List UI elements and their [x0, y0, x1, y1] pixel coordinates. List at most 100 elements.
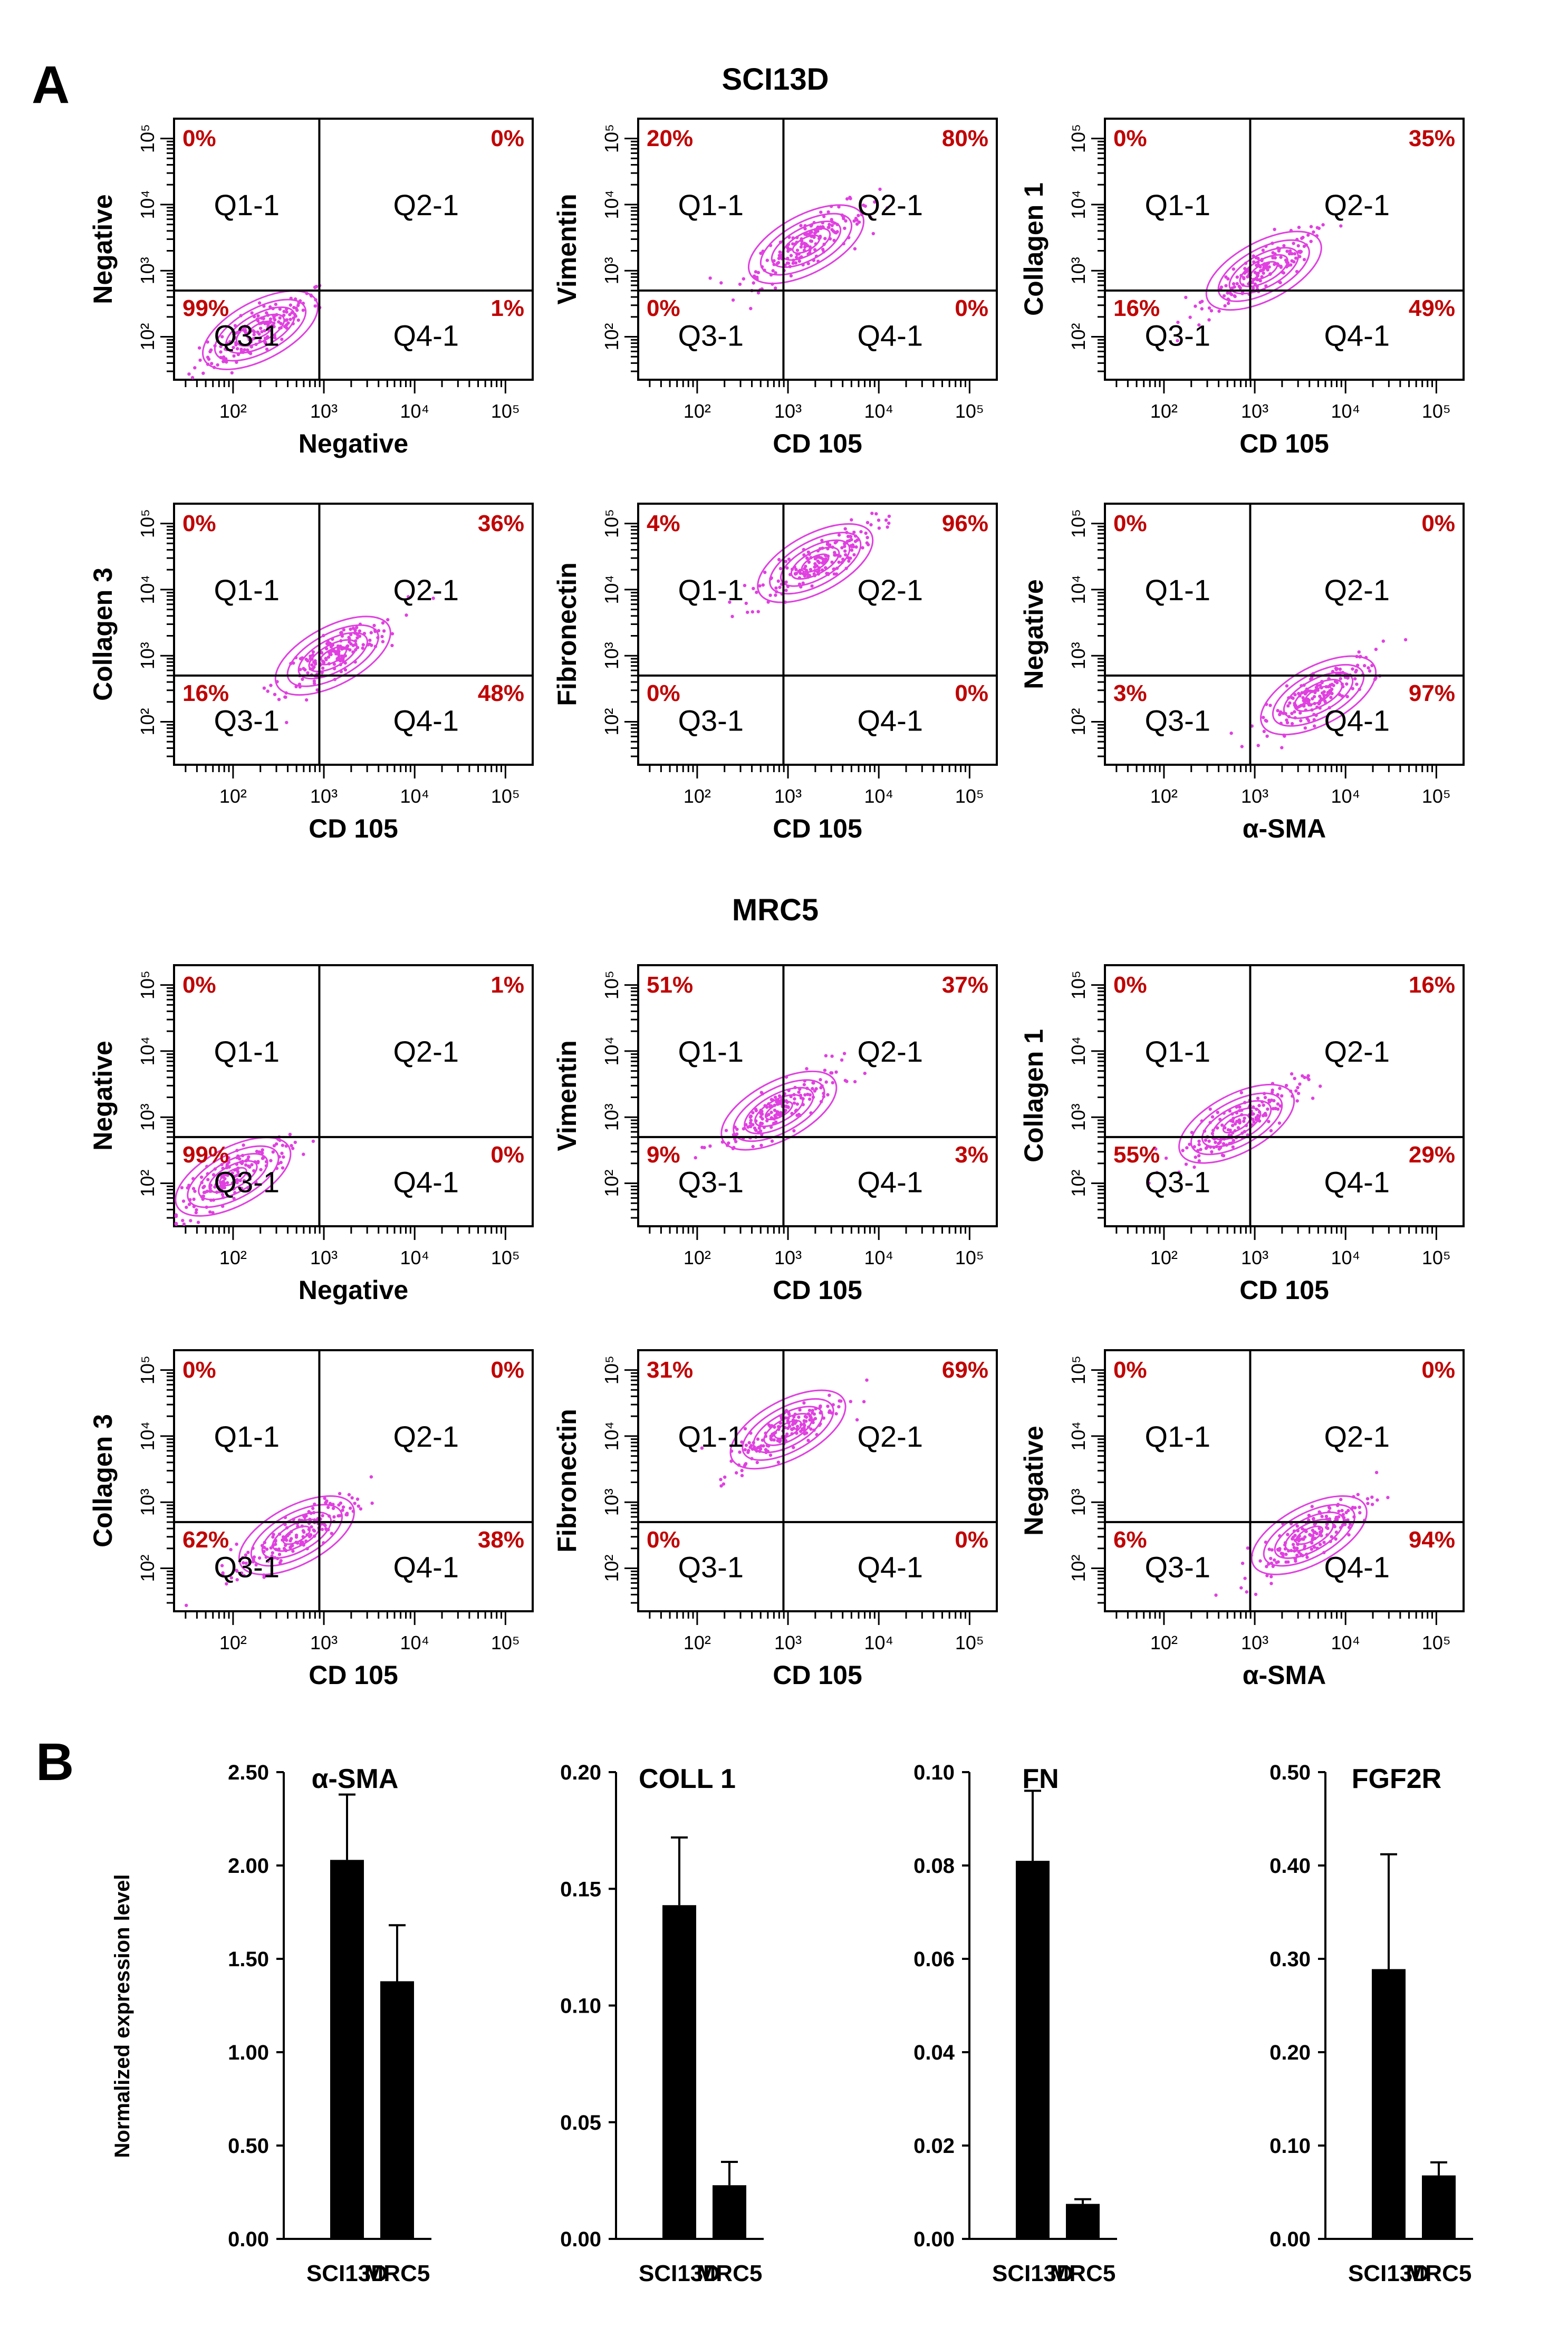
event-dot — [794, 572, 799, 575]
event-dot — [301, 309, 305, 312]
event-dot — [752, 281, 755, 285]
event-dot — [285, 720, 288, 725]
plot-frame — [637, 964, 998, 1227]
event-dot — [1267, 1547, 1271, 1551]
event-dot — [357, 1504, 360, 1508]
event-dot — [1253, 271, 1257, 274]
event-dot — [1286, 704, 1290, 708]
event-dot — [1293, 693, 1297, 697]
event-dot — [1341, 1513, 1345, 1516]
event-dot — [756, 291, 761, 295]
event-dot — [787, 1425, 792, 1428]
x-axis-title: CD 105 — [309, 1660, 398, 1690]
x-tick-label: 10⁵ — [955, 400, 984, 422]
event-dot — [759, 1091, 764, 1094]
x-axis-title: CD 105 — [773, 1275, 862, 1305]
y-tick-label: 0.20 — [1269, 2041, 1311, 2064]
x-tick-label: 10³ — [310, 400, 338, 422]
y-axis-ticks — [1091, 523, 1105, 757]
y-tick-label: 10⁴ — [601, 1036, 622, 1066]
event-dot — [809, 239, 813, 243]
event-dot — [1345, 682, 1349, 686]
event-dot — [1290, 711, 1294, 715]
event-dot — [841, 557, 845, 561]
event-dot — [266, 322, 270, 326]
event-dot — [304, 1514, 308, 1518]
event-dot — [1197, 1143, 1201, 1147]
event-dot — [1306, 233, 1310, 237]
event-dot — [1329, 696, 1333, 699]
x-tick-label: 10² — [684, 400, 711, 422]
event-dot — [784, 1109, 787, 1112]
event-dot — [312, 679, 316, 683]
event-dot — [350, 1496, 354, 1500]
density-contour — [235, 313, 285, 347]
event-dot — [1252, 1120, 1256, 1124]
event-dot — [1266, 1107, 1269, 1111]
event-dot — [757, 1445, 761, 1449]
density-contour — [1263, 1504, 1356, 1567]
event-dot — [260, 1150, 264, 1154]
y-tick-label: 10² — [137, 323, 158, 351]
plot-frame — [637, 503, 998, 766]
event-dot — [283, 325, 287, 329]
y-tick-label: 10⁴ — [1067, 1421, 1089, 1451]
x-axis-title: CD 105 — [773, 814, 862, 843]
event-dot — [246, 348, 249, 352]
event-dot — [305, 698, 309, 702]
quadrant-label-q3: Q3-1 — [1144, 319, 1210, 352]
quadrant-label-q4: Q4-1 — [393, 704, 459, 737]
event-dot — [723, 1475, 727, 1479]
event-dot — [1245, 1590, 1248, 1594]
event-dot — [769, 1110, 773, 1114]
event-dot — [1235, 282, 1239, 285]
event-dot — [747, 1441, 751, 1445]
event-dot — [751, 1111, 755, 1114]
quadrant-pct-q3: 6% — [1113, 1527, 1147, 1553]
y-axis-title: Negative — [1019, 1426, 1048, 1535]
y-tick-label: 10⁵ — [1067, 970, 1089, 999]
density-contour — [308, 639, 358, 672]
event-dot — [219, 344, 223, 349]
density-contour — [753, 1406, 823, 1454]
event-dot — [240, 1571, 244, 1575]
x-tick-label: 10³ — [310, 1247, 338, 1268]
event-dot — [1263, 1112, 1267, 1115]
quadrant-pct-q4: 1% — [490, 295, 524, 321]
event-dot — [1210, 1115, 1215, 1119]
y-axis-ticks — [160, 138, 174, 372]
event-dot — [801, 581, 805, 585]
event-dot — [755, 275, 759, 279]
event-dot — [244, 1561, 248, 1565]
event-dot — [381, 640, 385, 643]
flow-plots: Q1-1 Q2-1 Q3-1 Q4-1 0% 0% 99% 1% 10² 10³ 10⁴ 10⁵ 10²… — [88, 118, 1465, 1690]
event-dot — [1197, 1154, 1201, 1158]
event-dot — [1198, 301, 1202, 304]
event-dot — [355, 626, 359, 629]
quadrant-label-q2: Q2-1 — [1324, 1420, 1390, 1453]
event-dot — [1235, 1120, 1239, 1123]
event-dot — [1208, 1107, 1212, 1111]
event-dot — [756, 610, 760, 613]
density-contours — [1260, 655, 1377, 736]
y-tick-label: 1.50 — [228, 1948, 269, 1971]
quadrant-label-q1: Q1-1 — [214, 1420, 280, 1453]
event-dot — [1301, 1527, 1304, 1531]
event-dot — [1311, 1528, 1314, 1532]
y-tick-label: 10³ — [1067, 257, 1089, 284]
density-contour — [187, 1145, 280, 1208]
event-dot — [767, 1113, 771, 1117]
y-axis-title: Negative — [88, 194, 118, 304]
event-dot — [301, 677, 304, 681]
event-dot — [338, 1492, 342, 1496]
event-dot — [1284, 258, 1288, 262]
event-dot — [822, 215, 826, 218]
event-dot — [743, 583, 747, 588]
event-dot — [852, 219, 856, 223]
event-dot — [802, 1419, 806, 1423]
event-dot — [259, 326, 263, 330]
event-dot — [751, 1123, 755, 1127]
event-dot — [262, 1575, 266, 1579]
event-dot — [270, 1554, 274, 1558]
category-label: MRC5 — [1050, 2261, 1116, 2286]
